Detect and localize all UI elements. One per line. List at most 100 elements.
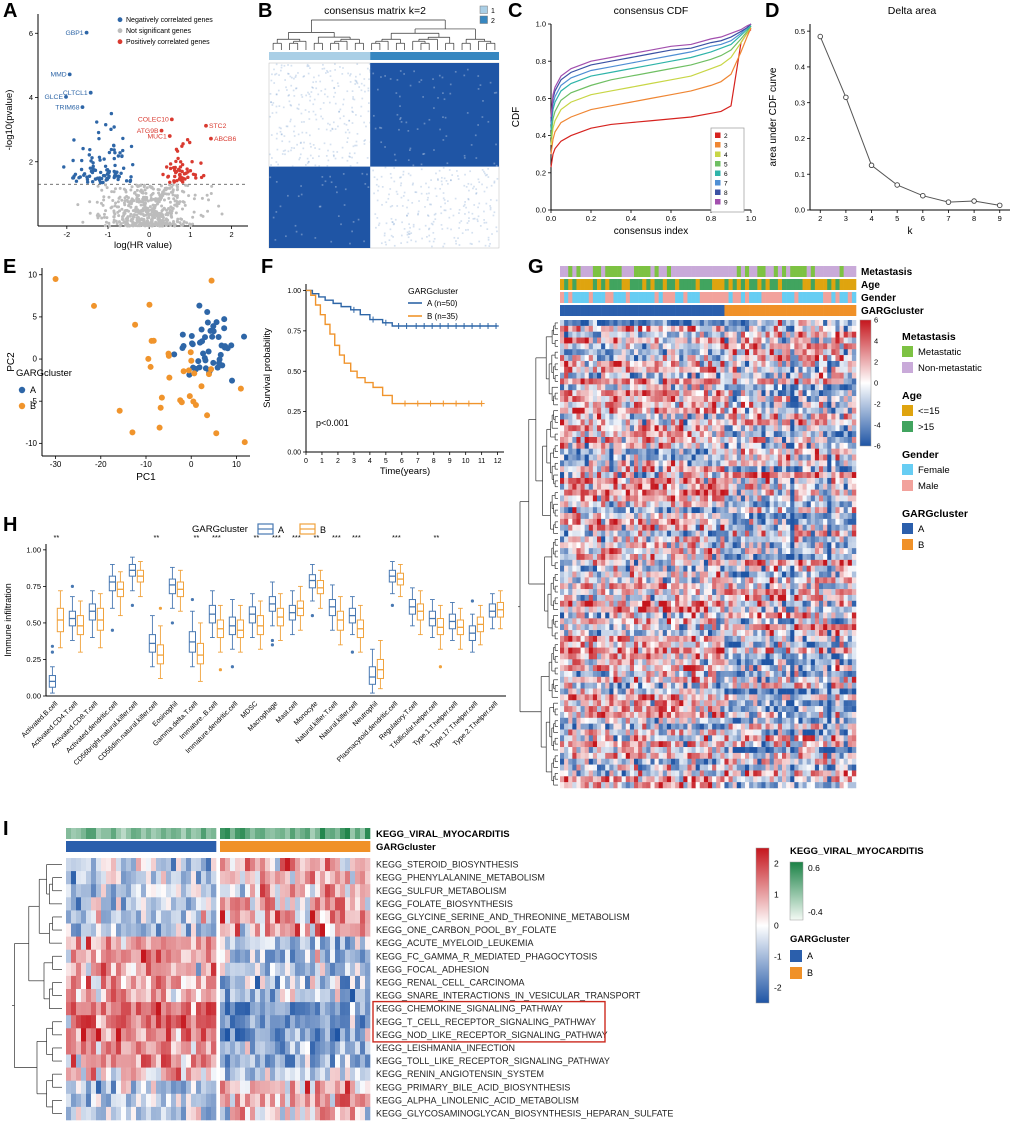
panel-title: Delta area — [888, 5, 937, 17]
legend-title: Gender — [902, 449, 939, 461]
gene-label: GBP1 — [65, 30, 83, 37]
panel-volcano: A -2 -1 0 1 2 2 4 6 log(HR value) -log10(pvalue) G… — [0, 0, 255, 256]
x-tick-label: 2 — [229, 230, 233, 239]
track-label: GARGcluster — [861, 306, 924, 317]
legend-title: KEGG_VIRAL_MYOCARDITIS — [790, 846, 924, 857]
pathway-label: KEGG_CHEMOKINE_SIGNALING_PATHWAY — [376, 1004, 563, 1014]
legend-tick: 0.6 — [808, 863, 820, 873]
pathway-label: KEGG_RENIN_ANGIOTENSIN_SYSTEM — [376, 1069, 544, 1079]
colorbar-tick: 0 — [874, 379, 878, 388]
legend-label: B — [807, 968, 813, 978]
legend-label: A (n=50) — [427, 299, 458, 308]
volcano-plot: -2 -1 0 1 2 2 4 6 log(HR value) -log10(pvalue) GBP… — [4, 14, 248, 251]
delta-area-plot: Delta area 2 3 4 5 6 7 8 9 0.0 0.1 0.2 0.3 0.4 0.5 k are… — [768, 5, 1010, 237]
x-tick-label: 4 — [368, 458, 372, 465]
immune-boxplot: 0.00 0.25 0.50 0.75 1.00 Immune infiltration G… — [3, 523, 506, 767]
pathway-label: KEGG_TOLL_LIKE_RECEPTOR_SIGNALING_PATHWA… — [376, 1056, 610, 1066]
pathway-label: KEGG_NOD_LIKE_RECEPTOR_SIGNALING_PATHWAY — [376, 1030, 608, 1040]
significance-label: *** — [272, 533, 281, 542]
legend-label: 9 — [724, 200, 728, 207]
panel-label-e: E — [3, 256, 17, 278]
x-axis-label: consensus index — [614, 226, 689, 237]
y-axis-label: CDF — [511, 107, 522, 128]
y-tick-label: 0.4 — [795, 63, 805, 72]
x-tick-label: 6 — [400, 458, 404, 465]
legend-label: 3 — [724, 143, 728, 150]
annotation-tracks — [560, 266, 857, 316]
legend-title: GARGcluster — [408, 286, 458, 296]
survival-plot: 0 1 2 3 4 5 6 7 8 9 10 11 120.000.250.500.751.00Time… — [262, 284, 504, 477]
pathway-label: KEGG_FOLATE_BIOSYNTHESIS — [376, 899, 513, 909]
colorbar-tick: 4 — [874, 337, 878, 346]
gene-label: MUC1 — [147, 133, 166, 140]
panel-label-i: I — [3, 818, 9, 840]
legend-label: B — [320, 525, 326, 535]
colorbar-tick: 1 — [774, 890, 779, 900]
legend-label: Non-metastatic — [918, 363, 982, 374]
y-axis-label: Immune infiltration — [3, 583, 13, 657]
x-tick-label: 11 — [478, 458, 485, 465]
x-tick-label: 8 — [432, 458, 436, 465]
x-tick-label: 3 — [844, 214, 848, 223]
pca-points — [52, 275, 248, 446]
significance-label: *** — [392, 533, 401, 542]
y-tick-label: 0.50 — [287, 369, 301, 376]
y-tick-label: 6 — [29, 29, 33, 38]
y-tick-label: 0.2 — [536, 168, 546, 177]
panel-label-b: B — [258, 0, 273, 22]
pathway-label: KEGG_ACUTE_MYELOID_LEUKEMIA — [376, 938, 534, 948]
track-label: Age — [861, 280, 880, 291]
significance-label: ** — [433, 533, 439, 542]
y-tick-label: -10 — [25, 439, 37, 448]
legend-label: 8 — [724, 190, 728, 197]
boxplots — [48, 556, 504, 694]
legend-label: A — [807, 951, 813, 961]
x-tick-label: -30 — [50, 460, 62, 469]
pathway-label: KEGG_GLYCINE_SERINE_AND_THREONINE_METABO… — [376, 912, 630, 922]
legend-label: Female — [918, 465, 950, 476]
x-tick-label: 10 — [462, 458, 470, 465]
y-tick-label: 0.00 — [26, 692, 41, 701]
volcano-points — [62, 111, 224, 228]
track-label: KEGG_VIRAL_MYOCARDITIS — [376, 829, 510, 840]
gene-label: GLCE — [44, 94, 63, 101]
x-tick-label: 4 — [869, 214, 873, 223]
track-label: GARGcluster — [376, 842, 436, 853]
legend-label: B — [30, 401, 36, 411]
panel-title: consensus matrix k=2 — [324, 5, 426, 17]
gene-label: STC2 — [209, 123, 227, 130]
y-tick-label: 2 — [29, 157, 33, 166]
x-tick-label: 1.0 — [746, 214, 756, 223]
pathway-label: KEGG_T_CELL_RECEPTOR_SIGNALING_PATHWAY — [376, 1017, 596, 1027]
y-tick-label: 1.00 — [26, 545, 41, 554]
consensus-cdf-plot: consensus CDF 0.0 0.2 0.4 0.6 0.8 1.0 0.0 0.2 0.4… — [511, 5, 756, 237]
x-tick-label: -10 — [140, 460, 152, 469]
y-tick-label: 5 — [33, 312, 38, 321]
pathway-label: KEGG_RENAL_CELL_CARCINOMA — [376, 977, 525, 987]
x-tick-label: -2 — [63, 230, 70, 239]
x-tick-label: 9 — [998, 214, 1002, 223]
y-tick-label: 0.25 — [26, 655, 41, 664]
gene-label: MMD — [50, 72, 66, 79]
column-dendrogram — [272, 19, 496, 50]
significance-label: ** — [253, 533, 259, 542]
legend-label: Male — [918, 481, 939, 492]
expression-heatmap: MetastasisAgeGenderGARGcluster6420-2-4-6… — [518, 266, 982, 789]
legend-title: GARGcluster — [192, 524, 248, 535]
x-tick-label: 5 — [895, 214, 899, 223]
y-tick-label: 1.00 — [287, 288, 301, 295]
x-axis-label: log(HR value) — [114, 240, 172, 251]
heatmap-cells — [560, 320, 857, 789]
legend-label: 2 — [491, 18, 495, 25]
colorbar-tick: 0 — [774, 921, 779, 931]
colorbar-tick: 2 — [774, 859, 779, 869]
annotation-tracks — [66, 828, 371, 852]
y-axis-label: area under CDF curve — [768, 67, 779, 166]
legend-label: 4 — [724, 152, 728, 159]
x-tick-label: 0 — [189, 460, 194, 469]
significance-label: ** — [313, 533, 319, 542]
x-axis-label: k — [908, 226, 914, 237]
y-tick-label: 1.0 — [536, 20, 546, 29]
panel-label-a: A — [3, 0, 18, 22]
